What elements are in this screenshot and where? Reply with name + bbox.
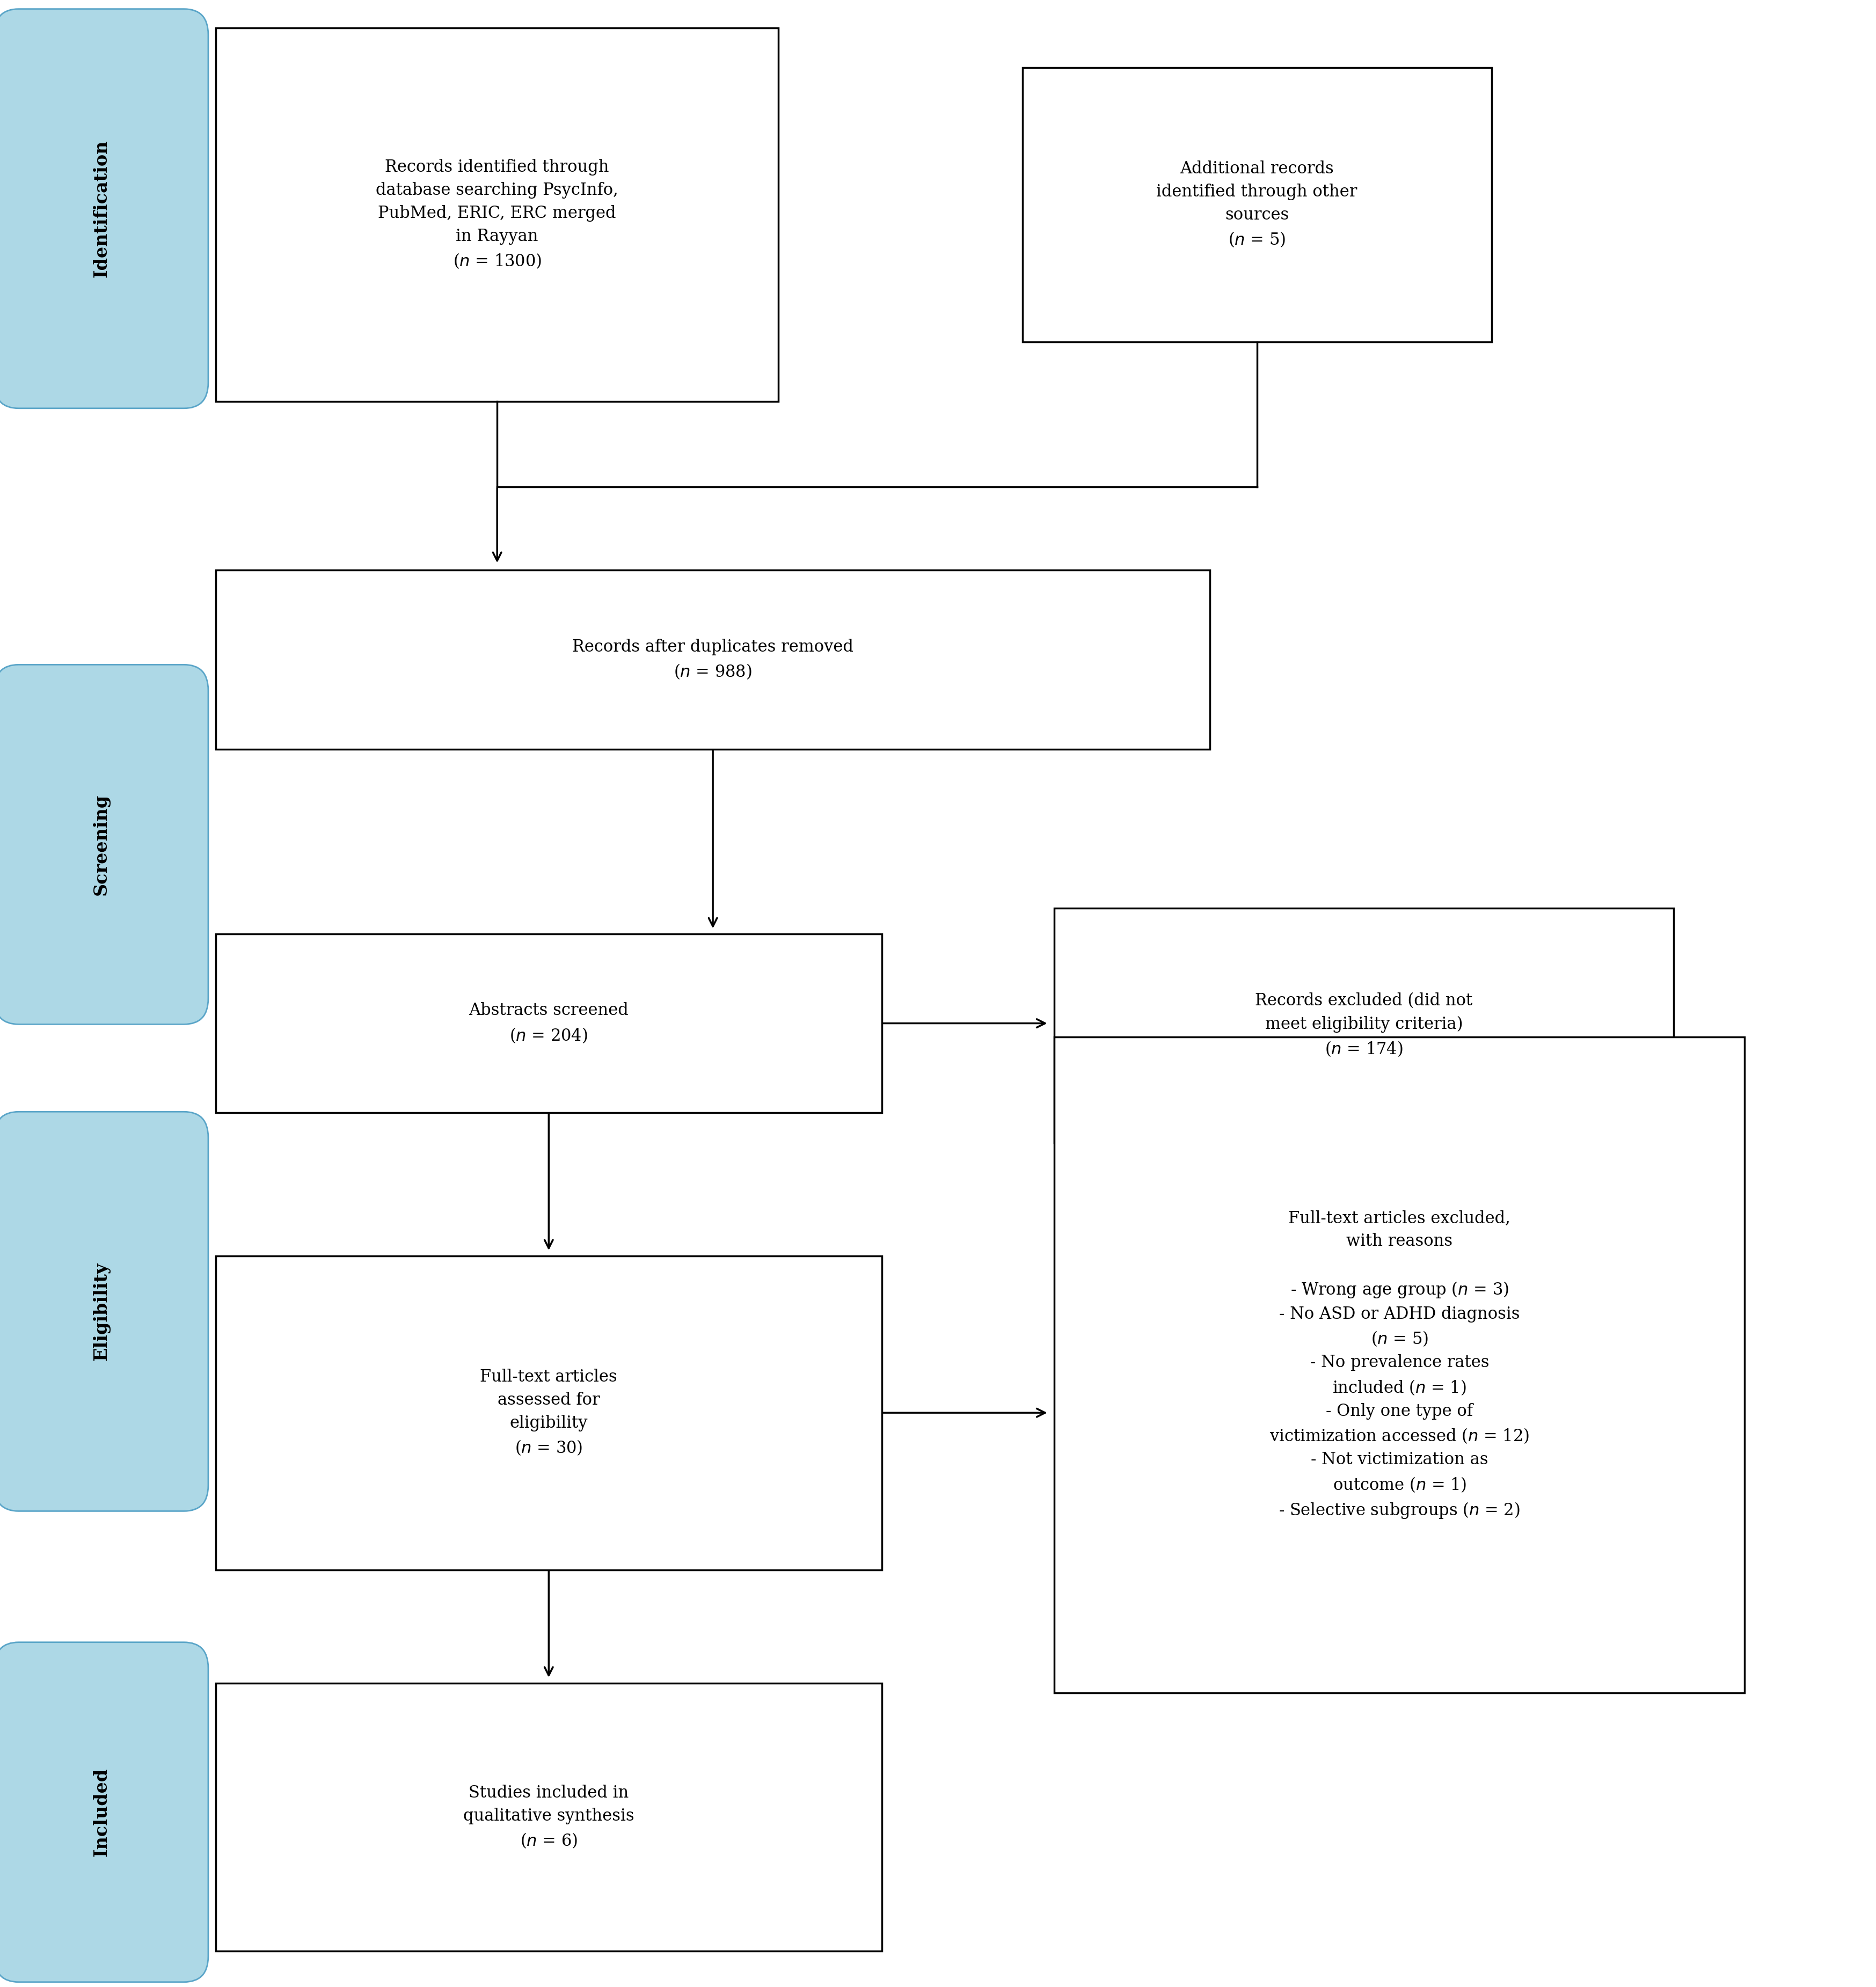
Text: Additional records
identified through other
sources
($n$ = 5): Additional records identified through ot… [1156, 161, 1358, 248]
FancyBboxPatch shape [0, 666, 208, 1025]
Text: Records identified through
database searching PsycInfo,
PubMed, ERIC, ERC merged: Records identified through database sear… [375, 159, 619, 270]
Text: Included: Included [92, 1768, 111, 1856]
Text: Full-text articles
assessed for
eligibility
($n$ = 30): Full-text articles assessed for eligibil… [480, 1369, 617, 1456]
Text: Abstracts screened
($n$ = 204): Abstracts screened ($n$ = 204) [469, 1001, 628, 1045]
FancyBboxPatch shape [216, 28, 779, 401]
Text: Eligibility: Eligibility [92, 1262, 111, 1361]
FancyBboxPatch shape [1054, 1037, 1745, 1693]
Text: Screening: Screening [92, 793, 111, 896]
Text: Records excluded (did not
meet eligibility criteria)
($n$ = 174): Records excluded (did not meet eligibili… [1255, 994, 1473, 1057]
FancyBboxPatch shape [216, 1256, 882, 1570]
Text: Full-text articles excluded,
with reasons

- Wrong age group ($n$ = 3)
- No ASD : Full-text articles excluded, with reason… [1270, 1210, 1529, 1520]
FancyBboxPatch shape [1054, 908, 1673, 1143]
FancyBboxPatch shape [0, 1113, 208, 1510]
FancyBboxPatch shape [216, 570, 1210, 749]
Text: Records after duplicates removed
($n$ = 988): Records after duplicates removed ($n$ = … [572, 638, 854, 682]
FancyBboxPatch shape [0, 10, 208, 409]
FancyBboxPatch shape [216, 934, 882, 1113]
Text: Identification: Identification [92, 139, 111, 278]
FancyBboxPatch shape [0, 1641, 208, 1983]
Text: Studies included in
qualitative synthesis
($n$ = 6): Studies included in qualitative synthesi… [463, 1784, 634, 1850]
FancyBboxPatch shape [216, 1683, 882, 1951]
FancyBboxPatch shape [1022, 68, 1491, 342]
